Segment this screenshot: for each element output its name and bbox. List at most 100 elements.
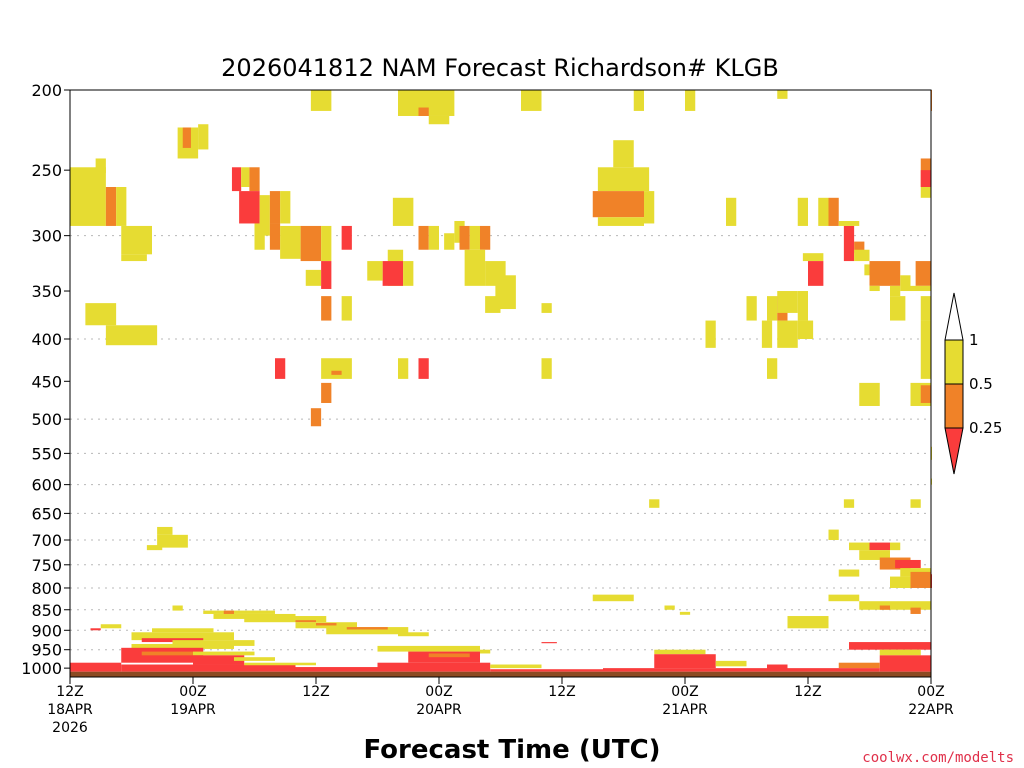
ri-cell [418, 225, 429, 250]
ri-cell [305, 269, 322, 286]
legend-lower-triangle [944, 427, 964, 475]
y-tick-label: 700 [31, 531, 62, 550]
ri-cell [382, 261, 404, 286]
ri-cell [249, 167, 260, 192]
ri-cell [310, 408, 322, 427]
ri-cell [428, 653, 470, 658]
ri-cell [172, 640, 255, 646]
ri-cell [808, 261, 824, 286]
ri-cell [172, 605, 183, 611]
ri-cell [633, 90, 644, 111]
ri-cell [121, 664, 296, 672]
ri-cell [193, 655, 245, 665]
x-tick-label: 22APR [908, 702, 954, 718]
ri-cell [828, 594, 860, 602]
plot-frame [69, 89, 932, 678]
ri-cell [280, 191, 291, 224]
ground-surface [70, 671, 931, 677]
ri-cell [377, 645, 480, 652]
ri-cell [920, 186, 931, 198]
y-tick-label: 600 [31, 476, 62, 495]
ri-cell [592, 191, 644, 218]
ri-cell [121, 225, 152, 255]
ri-cell [715, 660, 747, 667]
ri-cell [879, 605, 890, 610]
x-axis-ticks: 12Z 18APR 2026 00Z 19APR 12Z 00Z 20APR 12Z 00Z 21A… [47, 677, 954, 736]
ri-cell [797, 320, 814, 339]
ri-cell [808, 668, 880, 672]
ri-cell [849, 542, 870, 551]
ri-cell [418, 107, 429, 116]
ri-cell [70, 662, 122, 672]
ri-cell [157, 526, 173, 535]
ri-cell [231, 167, 242, 192]
ri-cell [444, 233, 455, 250]
ri-cell [777, 90, 788, 99]
ri-cell [854, 249, 870, 262]
ri-cell [664, 605, 675, 610]
ri-cell [838, 220, 860, 226]
ri-cell [152, 628, 214, 633]
ri-cell [403, 261, 414, 286]
ri-cell [920, 320, 931, 379]
legend-label: 0.25 [969, 419, 1002, 437]
ri-cell [469, 225, 480, 250]
y-tick-label: 900 [31, 621, 62, 640]
ri-cell [480, 649, 491, 654]
ri-cell [767, 358, 778, 379]
y-tick-label: 300 [31, 227, 62, 246]
ri-cell [838, 569, 860, 577]
ri-cell [182, 127, 191, 148]
ri-cell [321, 382, 332, 403]
ri-cell [838, 662, 880, 669]
ri-cell [797, 197, 808, 226]
x-tick-label: 00Z [179, 684, 206, 700]
ri-cell [316, 623, 337, 626]
y-tick-label: 800 [31, 579, 62, 598]
y-tick-label: 950 [31, 641, 62, 660]
ri-cell [726, 197, 737, 226]
ri-cell [146, 545, 163, 551]
ri-cell [910, 607, 921, 614]
ri-cell [879, 649, 921, 656]
y-tick-label: 1000 [21, 659, 62, 678]
y-tick-label: 350 [31, 282, 62, 301]
ri-cell [223, 610, 234, 618]
x-tick-label: 18APR [47, 702, 93, 718]
ri-cell [428, 225, 439, 250]
ri-cell [654, 649, 706, 655]
ri-cell [105, 325, 158, 346]
y-tick-label: 250 [31, 161, 62, 180]
ri-cell [367, 261, 383, 281]
ri-cell [597, 167, 650, 192]
ri-cell [843, 499, 855, 508]
ri-cell [920, 296, 931, 321]
ri-cell [828, 529, 839, 541]
ri-cell [541, 642, 557, 644]
x-tick-label: 12Z [794, 684, 821, 700]
y-tick-label: 500 [31, 410, 62, 429]
ri-cell [910, 499, 921, 508]
ri-cell [321, 358, 352, 379]
y-tick-label: 550 [31, 444, 62, 463]
ri-cell [777, 320, 798, 348]
ri-cell [269, 223, 281, 250]
ri-cell [398, 632, 429, 637]
ri-cell [654, 654, 716, 669]
x-tick-label: 19APR [170, 702, 216, 718]
x-tick-label: 2026 [52, 720, 88, 736]
ri-cell [321, 225, 332, 262]
chart-title: 2026041812 NAM Forecast Richardson# KLGB [221, 54, 779, 82]
ri-cell [592, 594, 634, 602]
ri-cell [95, 158, 106, 174]
x-tick-label: 12Z [56, 684, 83, 700]
ri-cell [377, 662, 491, 672]
ri-cell [597, 217, 644, 226]
ri-cell [685, 90, 696, 111]
ri-cell [485, 296, 501, 313]
ri-cell [890, 542, 901, 551]
ri-cell [105, 186, 117, 226]
ri-cell [490, 669, 603, 672]
ri-cell [295, 667, 378, 672]
